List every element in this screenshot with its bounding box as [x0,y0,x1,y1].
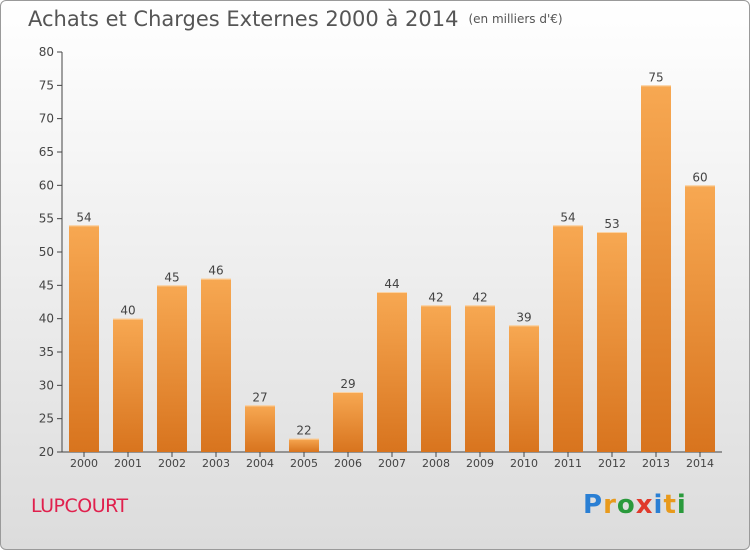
bar [641,85,671,452]
y-tick-label: 65 [39,145,54,159]
y-tick-label: 75 [39,78,54,92]
data-label: 46 [208,264,223,278]
bar [245,405,275,452]
data-label: 54 [76,210,91,224]
logo-letter: x [635,490,654,520]
x-tick-label: 2010 [510,457,538,470]
logo-letter: t [663,490,677,520]
bar [421,305,451,452]
x-tick-label: 2012 [598,457,626,470]
logo-letter: i [653,490,664,520]
bar [201,278,231,452]
y-tick-label: 40 [39,312,54,326]
y-tick-label: 80 [39,45,54,59]
x-tick-label: 2006 [334,457,362,470]
data-label: 39 [516,310,531,324]
x-tick-label: 2000 [70,457,98,470]
data-label: 22 [296,424,311,438]
logo-letter: o [616,490,636,520]
bar [553,225,583,452]
y-tick-label: 55 [39,212,54,226]
bar [377,292,407,452]
bar [289,438,319,452]
data-label: 75 [648,70,663,84]
data-label: 60 [692,170,707,184]
bar [113,318,143,452]
x-tick-label: 2008 [422,457,450,470]
x-tick-label: 2011 [554,457,582,470]
data-label: 29 [340,377,355,391]
x-tick-label: 2014 [686,457,714,470]
y-tick-label: 25 [39,412,54,426]
logo-letter: i [676,490,687,520]
y-tick-label: 70 [39,112,54,126]
bar [465,305,495,452]
data-label: 44 [384,277,399,291]
y-tick-label: 20 [39,445,54,459]
x-tick-label: 2009 [466,457,494,470]
data-label: 42 [428,290,443,304]
x-tick-label: 2001 [114,457,142,470]
y-tick-label: 45 [39,278,54,292]
data-label: 45 [164,270,179,284]
logo-letter: P [583,490,604,520]
data-label: 27 [252,390,267,404]
x-tick-label: 2007 [378,457,406,470]
proxiti-logo[interactable]: Proxiti [583,490,687,520]
data-label: 54 [560,210,575,224]
y-tick-label: 50 [39,245,54,259]
bar [597,232,627,452]
y-tick-label: 30 [39,378,54,392]
bar [69,225,99,452]
x-tick-label: 2002 [158,457,186,470]
logo-letter: r [603,490,617,520]
chart-unit: (en milliers d'€) [468,12,563,26]
commune-name: LUPCOURT [31,495,128,517]
chart-title: Achats et Charges Externes 2000 à 2014 (e… [28,7,563,31]
y-tick-label: 60 [39,178,54,192]
x-tick-label: 2013 [642,457,670,470]
data-label: 53 [604,217,619,231]
y-tick-label: 35 [39,345,54,359]
bar [333,392,363,452]
x-tick-label: 2005 [290,457,318,470]
bar [157,285,187,452]
data-label: 42 [472,290,487,304]
bar [685,185,715,453]
x-tick-label: 2004 [246,457,274,470]
chart-title-text: Achats et Charges Externes 2000 à 2014 [28,7,459,31]
x-tick-label: 2003 [202,457,230,470]
bar [509,325,539,452]
data-label: 40 [120,304,135,318]
